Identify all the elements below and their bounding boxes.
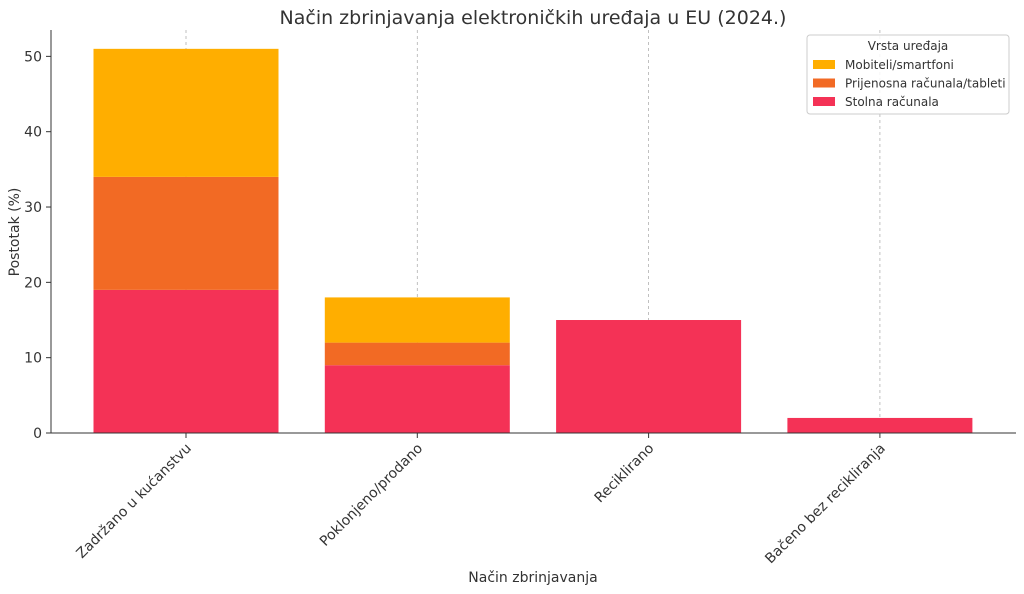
x-tick-label: Reciklirano	[592, 441, 658, 507]
bar-segment	[324, 297, 510, 343]
bar-segment	[324, 342, 510, 366]
legend-swatch	[813, 60, 835, 69]
legend-title: Vrsta uređaja	[868, 39, 949, 53]
x-ticks: Zadržano u kućanstvu Poklonjeno/prodano Re…	[73, 433, 889, 568]
bar-segment	[787, 417, 973, 433]
x-tick-label: Zadržano u kućanstvu	[73, 441, 194, 562]
bar-segment	[93, 48, 279, 177]
bar-segment	[93, 289, 279, 433]
x-tick-label: Bačeno bez recikliranja	[762, 441, 889, 568]
x-axis-label: Način zbrinjavanja	[468, 570, 597, 586]
y-tick-label: 20	[24, 275, 42, 291]
y-ticks: 0 10 20 30 40 50	[24, 49, 51, 442]
legend-label: Prijenosna računala/tableti	[845, 77, 1006, 91]
bar-segment	[556, 320, 742, 433]
legend-items: Mobiteli/smartfoni Prijenosna računala/ta…	[813, 58, 1006, 109]
chart-title: Način zbrinjavanja elektroničkih uređaja…	[280, 7, 787, 29]
legend-frame	[806, 34, 1010, 115]
legend-swatch	[813, 97, 835, 106]
legend-swatch	[813, 78, 835, 88]
grid-layer	[185, 30, 881, 433]
legend-label: Mobiteli/smartfoni	[845, 58, 954, 72]
y-axis-label: Postotak (%)	[7, 188, 23, 277]
x-tick-label: Poklonjeno/prodano	[317, 441, 426, 550]
bar-segment	[324, 365, 510, 433]
y-tick-label: 40	[24, 125, 42, 141]
y-tick-label: 0	[33, 426, 42, 442]
y-tick-label: 30	[24, 200, 42, 216]
y-tick-label: 10	[24, 351, 42, 367]
legend-label: Stolna računala	[845, 95, 939, 109]
legend: Vrsta uređaja Mobiteli/smartfoni Prijenos…	[806, 34, 1010, 115]
bars-layer	[93, 48, 973, 433]
y-tick-label: 50	[24, 49, 42, 65]
bar-segment	[93, 176, 279, 290]
